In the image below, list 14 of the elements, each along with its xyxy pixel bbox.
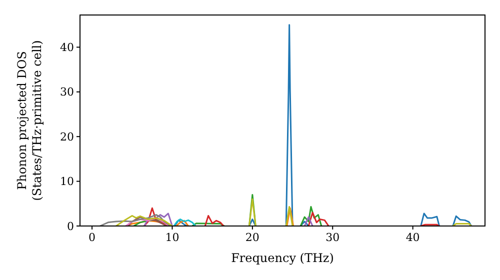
- y-tick-label: 10: [60, 175, 74, 188]
- y-axis-title: Phonon projected DOS (States/THz·primitive cell): [15, 40, 44, 201]
- line-series: [173, 218, 196, 226]
- y-tick-label: 0: [67, 220, 74, 233]
- x-tick-label: 30: [326, 231, 340, 244]
- x-tick-label: 20: [245, 231, 260, 244]
- line-series: [99, 214, 172, 226]
- x-tick-label: 0: [88, 231, 96, 244]
- x-tick-label: 10: [165, 231, 180, 244]
- y-tick-label: 20: [60, 130, 74, 144]
- y-tick-label: 30: [60, 86, 74, 99]
- y-tick-label: 40: [60, 41, 74, 54]
- x-tick-label: 40: [406, 231, 420, 244]
- x-axis-title: Frequency (THz): [231, 251, 334, 265]
